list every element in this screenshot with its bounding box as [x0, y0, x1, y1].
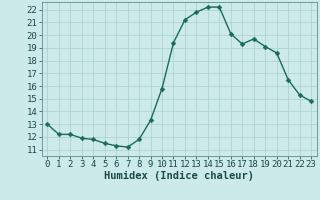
X-axis label: Humidex (Indice chaleur): Humidex (Indice chaleur): [104, 171, 254, 181]
